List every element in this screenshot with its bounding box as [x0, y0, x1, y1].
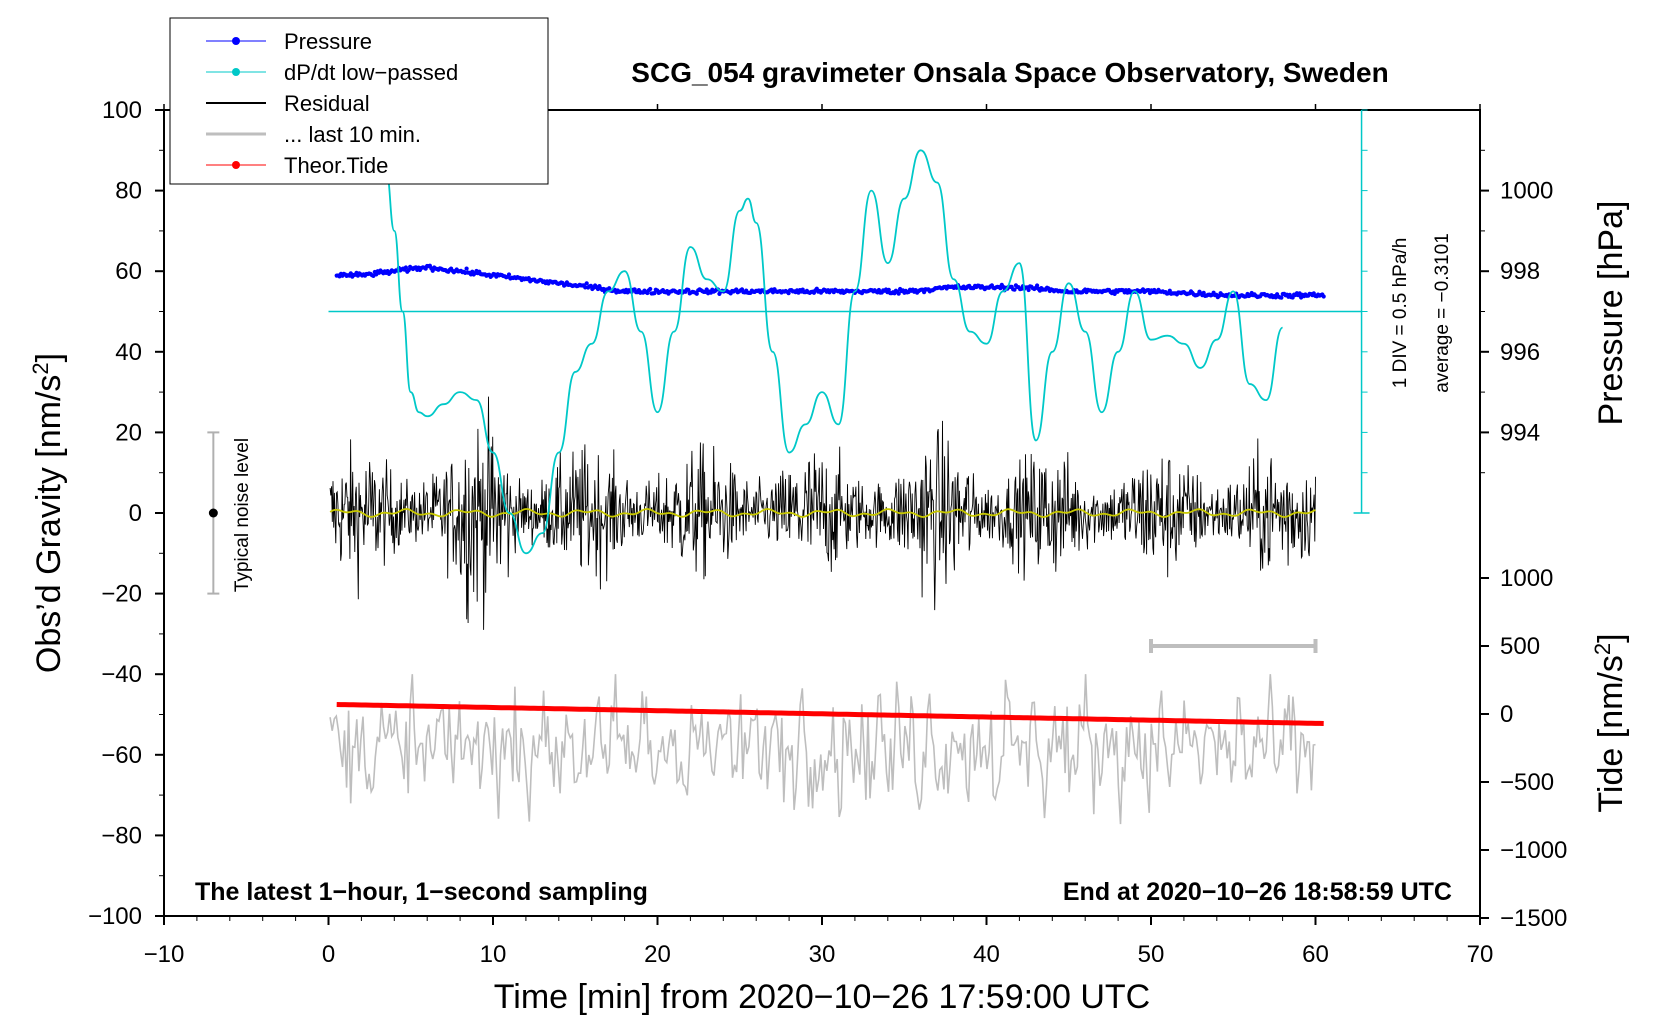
y-tick-label: −20 — [101, 581, 142, 608]
tide-tick-label: −1500 — [1500, 905, 1567, 932]
noise-level-label: Typical noise level — [232, 438, 253, 592]
pressure-tick-label: 998 — [1500, 258, 1540, 285]
x-tick-label: 40 — [973, 941, 1000, 968]
legend-dpdt-dot — [232, 68, 240, 76]
last-10-min-line — [329, 674, 1316, 825]
x-tick-label: 10 — [480, 941, 507, 968]
x-tick-label: 20 — [644, 941, 671, 968]
dpdt-scale-label: 1 DIV = 0.5 hPa/h — [1390, 238, 1411, 389]
last-10-min-series — [329, 674, 1316, 825]
footer-left-note: The latest 1−hour, 1−second sampling — [195, 878, 648, 906]
legend-tide-dot — [232, 161, 240, 169]
y-axis-title-main: Obs’d Gravity [nm/s — [30, 375, 68, 674]
pressure-point — [896, 291, 901, 296]
x-axis: −10 0 10 20 30 40 50 60 70 — [144, 104, 1494, 968]
x-tick-label: 60 — [1302, 941, 1329, 968]
legend: Pressure dP/dt low−passed Residual ... l… — [169, 17, 549, 185]
pressure-point — [430, 268, 435, 273]
pressure-point — [1279, 295, 1284, 300]
pressure-point — [686, 287, 691, 292]
tide-axis-title-sup: 2 — [1590, 643, 1615, 655]
y-tick-label: 80 — [115, 178, 142, 205]
x-tick-label: 0 — [322, 941, 335, 968]
y-tick-label: 40 — [115, 339, 142, 366]
y-tick-label: −80 — [101, 822, 142, 849]
tide-line — [336, 702, 1324, 726]
pressure-point — [1035, 283, 1040, 288]
tide-tick-label: 1000 — [1500, 565, 1553, 592]
pressure-point — [886, 287, 891, 292]
x-tick-label: −10 — [144, 941, 185, 968]
tide-tick-label: 500 — [1500, 633, 1540, 660]
pressure-point — [403, 265, 408, 270]
pressure-point — [1012, 287, 1017, 292]
y-tick-label: 100 — [102, 97, 142, 124]
y-tick-label: 60 — [115, 258, 142, 285]
residual-series — [329, 396, 1316, 630]
legend-pressure-label: Pressure — [284, 29, 372, 54]
pressure-point — [1026, 287, 1031, 293]
tide-axis-title-main: Tide [nm/s — [1592, 655, 1630, 812]
dpdt-average-label: average = −0.3101 — [1432, 233, 1453, 393]
pressure-point — [1321, 294, 1326, 299]
pressure-tick-label: 996 — [1500, 339, 1540, 366]
tide-axis-title-close: ] — [1592, 633, 1630, 642]
pressure-point — [652, 291, 657, 296]
y-axis-title-close: ] — [30, 353, 68, 362]
y-axis-title-sup: 2 — [28, 362, 53, 374]
y-tick-label: 0 — [129, 500, 142, 527]
pressure-tick-label: 994 — [1500, 419, 1540, 446]
legend-tide-label: Theor.Tide — [284, 153, 388, 178]
tide-tick-label: −500 — [1500, 769, 1554, 796]
residual-line — [329, 396, 1316, 630]
y-axis: −100 −80 −60 −40 −20 0 20 40 60 80 100 — [88, 97, 164, 930]
legend-residual-label: Residual — [284, 91, 370, 116]
chart-title: SCG_054 gravimeter Onsala Space Observat… — [631, 57, 1388, 88]
pressure-point — [694, 291, 699, 296]
tide-axis-title: Tide [nm/s2] — [1590, 633, 1631, 812]
noise-bar-center — [208, 508, 218, 518]
tide-tick-label: 0 — [1500, 701, 1513, 728]
pressure-tick-label: 1000 — [1500, 178, 1553, 205]
pressure-series — [334, 263, 1326, 300]
legend-pressure-dot — [232, 37, 240, 45]
legend-dpdt-label: dP/dt low−passed — [284, 60, 458, 85]
pressure-point — [648, 286, 653, 292]
pressure-point — [464, 266, 469, 271]
tide-axis: −1500 −1000 −500 0 500 1000 — [1480, 565, 1567, 932]
y-tick-label: −100 — [88, 903, 142, 930]
pressure-axis: 994 996 998 1000 — [1480, 149, 1553, 474]
pressure-point — [506, 272, 512, 277]
y-tick-label: 20 — [115, 419, 142, 446]
dpdt-line — [385, 149, 1284, 555]
dpdt-series — [328, 109, 1370, 555]
pressure-axis-title: Pressure [hPa] — [1592, 201, 1630, 426]
tide-tick-label: −1000 — [1500, 837, 1567, 864]
legend-box — [169, 17, 549, 185]
x-tick-label: 70 — [1467, 941, 1494, 968]
tide-series — [336, 702, 1324, 726]
pressure-point — [1112, 291, 1117, 296]
footer-right-note: End at 2020−10−26 18:58:59 UTC — [1063, 878, 1452, 906]
x-tick-label: 30 — [809, 941, 836, 968]
x-axis-title: Time [min] from 2020−10−26 17:59:00 UTC — [494, 978, 1150, 1016]
legend-last10-label: ... last 10 min. — [284, 122, 421, 147]
y-axis-title: Obs’d Gravity [nm/s2] — [28, 353, 69, 673]
y-tick-label: −60 — [101, 742, 142, 769]
pressure-point — [584, 281, 589, 286]
y-tick-label: −40 — [101, 661, 142, 688]
annotation-marks — [207, 431, 1318, 653]
x-tick-label: 50 — [1138, 941, 1165, 968]
residual-smoothed-line — [329, 508, 1316, 518]
